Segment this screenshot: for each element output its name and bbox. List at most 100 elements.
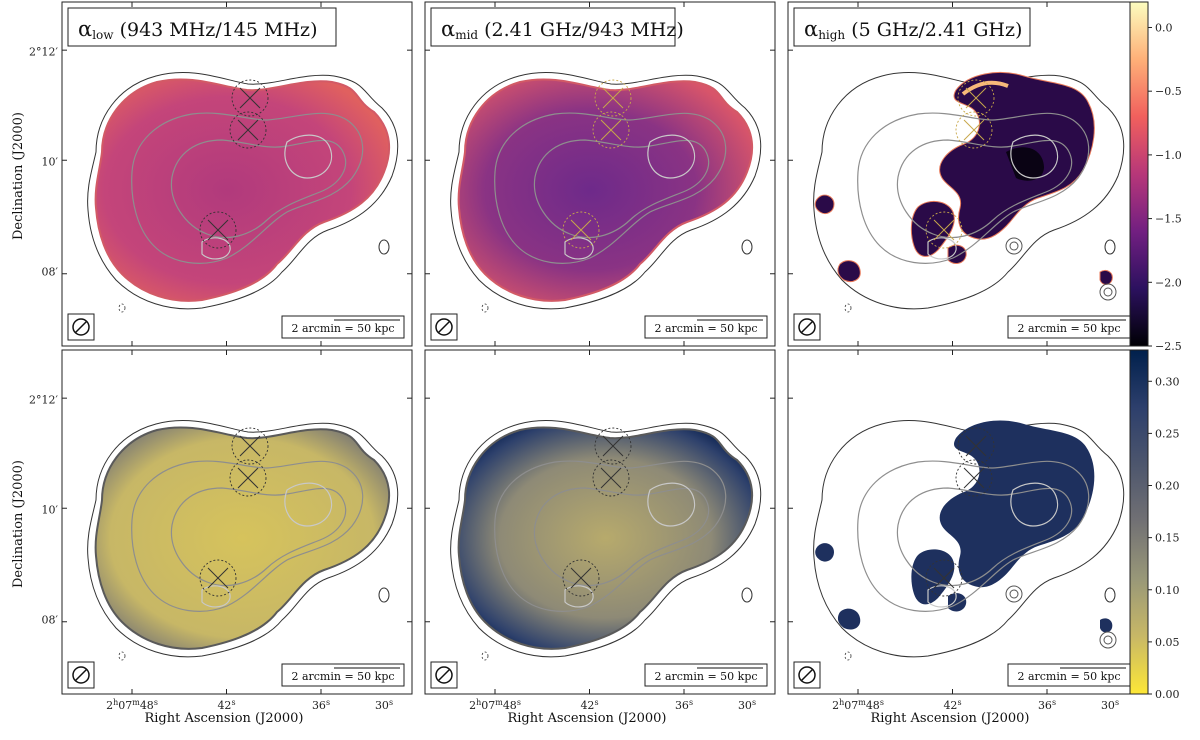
contour — [1010, 134, 1059, 179]
source-circle — [957, 427, 995, 465]
colorbar-tick-label: −2.5 — [1155, 340, 1182, 353]
y-tick-label: 2°12′ — [29, 45, 58, 58]
scalebar-label: 2 arcmin = 50 kpc — [654, 670, 757, 683]
source-circle — [925, 211, 963, 249]
emission-fragment — [947, 244, 967, 264]
x-axis-label-2: Right Ascension (J2000) — [507, 711, 666, 726]
scalebar: 2 arcmin = 50 kpc — [1007, 663, 1131, 687]
contour — [201, 585, 231, 608]
colorbar-tick-label: 0.30 — [1155, 375, 1180, 388]
emission-region — [457, 426, 754, 650]
colorbar-tick-label: 0.10 — [1155, 584, 1180, 597]
beam-indicator — [430, 661, 458, 689]
svg-text:αhigh (5 GHz/2.41 GHz): αhigh (5 GHz/2.41 GHz) — [804, 17, 1022, 42]
scalebar-label: 2 arcmin = 50 kpc — [291, 670, 394, 683]
colorbar-tick-label: −2.0 — [1155, 276, 1182, 289]
steep-edge — [961, 80, 1009, 96]
source-circle — [229, 459, 267, 497]
svg-text:αlow (943 MHz/145 MHz): αlow (943 MHz/145 MHz) — [78, 17, 317, 42]
panel-top-mid: 2 arcmin = 50 kpc αmid (2.41 GHz/943 MHz) — [424, 1, 776, 347]
scalebar-label: 2 arcmin = 50 kpc — [654, 322, 757, 335]
emission-region — [94, 78, 391, 302]
x-tick-label: 36s — [1038, 698, 1056, 712]
contour — [564, 585, 594, 608]
colorbar-tick-label: −0.5 — [1155, 85, 1182, 98]
x-tick-label: 36s — [675, 698, 693, 712]
y-axis-label-bottom: Declination (J2000) — [11, 460, 26, 588]
x-tick-label: 30s — [738, 698, 756, 712]
y-tick-label: 2°12′ — [29, 393, 58, 406]
contour — [533, 487, 710, 587]
contour — [896, 139, 1073, 239]
colorbar-tick-label: −1.5 — [1155, 213, 1182, 226]
emission-fragment — [837, 260, 861, 283]
emission-region — [457, 78, 754, 302]
scalebar: 2 arcmin = 50 kpc — [644, 315, 768, 339]
y-tick-label: 08′ — [42, 614, 59, 627]
contour — [1010, 482, 1059, 527]
contour — [533, 139, 710, 239]
emission-fragment — [815, 543, 834, 562]
contour — [284, 134, 333, 179]
emission-fragment — [910, 200, 955, 257]
emission-fragment — [1100, 618, 1113, 633]
scalebar: 2 arcmin = 50 kpc — [644, 663, 768, 687]
emission-fragment — [837, 608, 861, 630]
panel-top-high: 2 arcmin = 50 kpc αhigh (5 GHz/2.41 GHz) — [787, 1, 1139, 347]
colorbar-tick-label: 0.15 — [1155, 532, 1180, 545]
source-circle — [562, 559, 600, 597]
contour — [131, 112, 364, 264]
scalebar: 2 arcmin = 50 kpc — [281, 663, 405, 687]
contour — [927, 237, 957, 260]
emission-fragment — [911, 549, 955, 605]
panel-bottom-high: 2 arcmin = 50 kpc — [787, 349, 1139, 695]
svg-text:αmid (2.41 GHz/943 MHz): αmid (2.41 GHz/943 MHz) — [441, 17, 684, 42]
x-tick-label: 2h07m48s — [469, 698, 521, 712]
source-circle — [229, 111, 267, 149]
emission-fragment — [814, 194, 835, 215]
x-tick-label: 42s — [580, 698, 598, 712]
panel-title-low: αlow (943 MHz/145 MHz) — [67, 7, 337, 47]
x-tick-label: 2h07m48s — [106, 698, 158, 712]
colorbar-tick-label: 0.0 — [1155, 21, 1173, 34]
x-tick-label: 2h07m48s — [832, 698, 884, 712]
source-circle — [562, 211, 600, 249]
panel-bottom-mid: 2 arcmin = 50 kpc — [424, 349, 776, 695]
x-axis-label-3: Right Ascension (J2000) — [870, 711, 1029, 726]
contour — [170, 139, 347, 239]
source-circle — [957, 79, 995, 117]
emission-region — [94, 426, 391, 650]
colorbar-tick-label: 0.20 — [1155, 480, 1180, 493]
contour — [494, 112, 727, 264]
source-circle — [199, 211, 237, 249]
source-circle — [955, 111, 993, 149]
colorbar-uncertainty: 0.300.250.200.150.100.050.00Spectral Ind… — [1129, 349, 1200, 701]
source-circle — [231, 427, 269, 465]
contour — [647, 482, 696, 527]
panel-title-mid: αmid (2.41 GHz/943 MHz) — [430, 7, 684, 47]
source-circle — [925, 559, 963, 597]
dark-core — [1006, 147, 1044, 181]
source-circle — [231, 79, 269, 117]
y-tick-label: 10′ — [42, 503, 59, 516]
source-circle — [955, 459, 993, 497]
colorbar-tick-label: 0.05 — [1155, 636, 1180, 649]
scalebar-label: 2 arcmin = 50 kpc — [1017, 670, 1120, 683]
scalebar: 2 arcmin = 50 kpc — [1007, 315, 1131, 339]
source-circle — [592, 459, 630, 497]
y-tick-label: 08′ — [42, 266, 59, 279]
colorbar-tick-label: 0.25 — [1155, 427, 1180, 440]
contour — [494, 460, 727, 612]
scalebar: 2 arcmin = 50 kpc — [281, 315, 405, 339]
beam-indicator — [430, 313, 458, 341]
contour — [647, 134, 696, 179]
x-tick-label: 42s — [943, 698, 961, 712]
scalebar-label: 2 arcmin = 50 kpc — [291, 322, 394, 335]
x-tick-label: 42s — [217, 698, 235, 712]
beam-indicator — [67, 313, 95, 341]
source-circle — [594, 427, 632, 465]
x-tick-label: 30s — [375, 698, 393, 712]
source-circle — [592, 111, 630, 149]
colorbar-tick-label: 0.00 — [1155, 688, 1180, 701]
contour — [131, 460, 364, 612]
